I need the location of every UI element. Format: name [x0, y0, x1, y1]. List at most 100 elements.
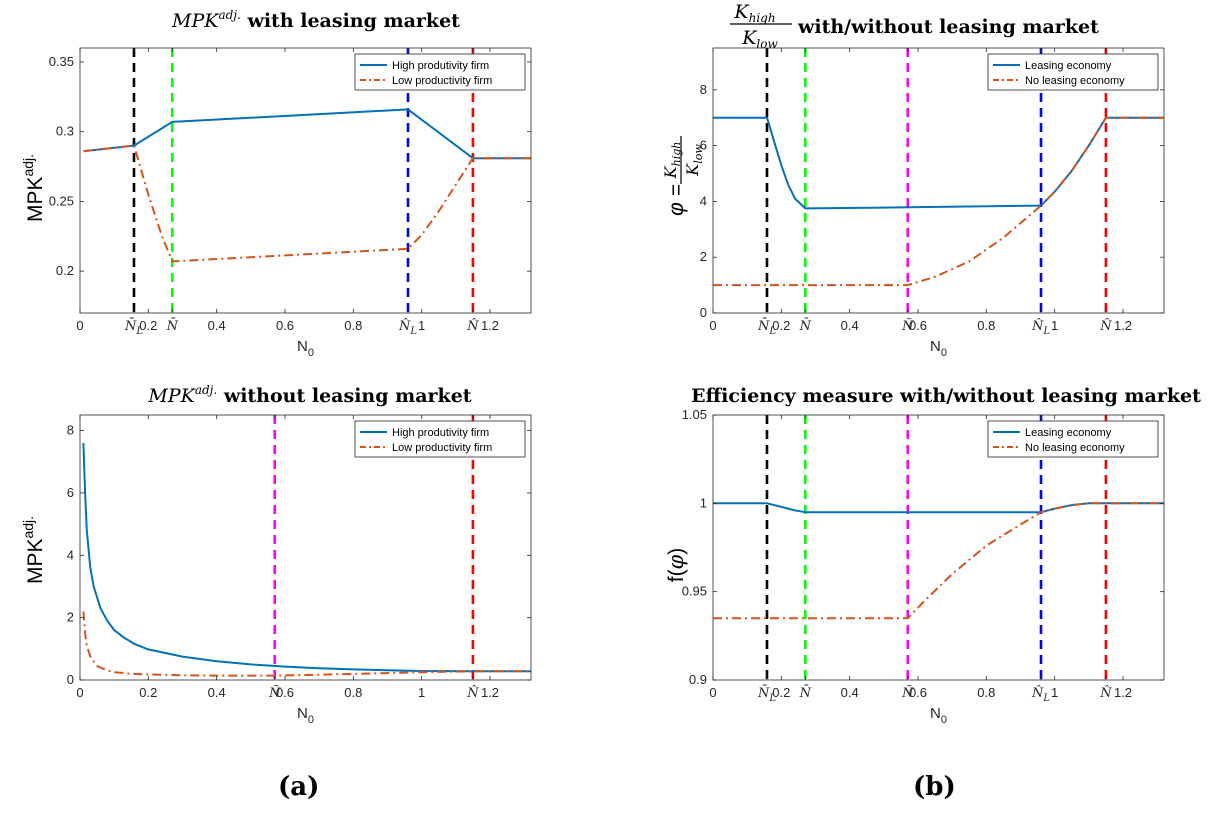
x-tick-label: N̄	[799, 685, 812, 701]
x-tick-label: Ñ	[901, 318, 914, 334]
x-tick-label: 0.4	[841, 318, 859, 333]
x-tick-label: 0.6	[909, 318, 927, 333]
plot-frame	[712, 414, 1165, 681]
y-tick-label: 6	[67, 485, 74, 500]
svg-text:Khigh: Khigh	[733, 1, 775, 25]
x-tick-label: 0.8	[344, 318, 362, 333]
legend-entry: High produtivity firm	[392, 427, 489, 439]
x-axis-label: N0	[930, 338, 947, 359]
x-tick-label: 0.6	[276, 318, 294, 333]
x-tick-label: 0	[709, 685, 716, 700]
series-line-1	[83, 108, 531, 160]
y-axis-label: MPKadj.	[20, 154, 47, 222]
x-tick-label: 1.2	[1114, 685, 1132, 700]
svg-text:φ =: φ =	[665, 184, 688, 216]
x-tick-label: 0	[76, 318, 83, 333]
x-tick-label: 0.4	[208, 685, 226, 700]
legend-entry: Leasing economy	[1025, 427, 1112, 439]
svg-text:Khigh: Khigh	[661, 142, 683, 180]
x-tick-label: N̂	[1099, 318, 1112, 334]
y-tick-label: 0	[700, 305, 707, 320]
y-axis-label: φ = Khigh Klow	[661, 136, 705, 216]
x-tick-label: N̂L	[1031, 685, 1050, 704]
series-line-2	[713, 116, 1164, 287]
x-tick-label: N̄	[166, 318, 179, 334]
x-tick-label: 0	[76, 685, 83, 700]
chart-title: Efficiency measure with/without leasing …	[691, 385, 1201, 407]
x-tick-label: 1	[418, 318, 425, 333]
y-tick-label: 8	[700, 82, 707, 97]
legend-entry: No leasing economy	[1025, 75, 1125, 87]
x-tick-label: 1.2	[481, 685, 499, 700]
x-tick-label: 1	[1051, 685, 1058, 700]
x-tick-label: 0.6	[276, 685, 294, 700]
y-tick-label: 0.35	[49, 54, 74, 69]
y-tick-label: 4	[67, 547, 74, 562]
series-line-1	[713, 502, 1164, 514]
x-tick-label: N̂	[466, 685, 479, 701]
legend-entry: High produtivity firm	[392, 60, 489, 72]
y-tick-label: 1.05	[682, 407, 707, 422]
y-axis-label: MPKadj.	[20, 516, 47, 584]
x-tick-label: 0.8	[344, 685, 362, 700]
x-tick-label: N̂L	[1031, 318, 1050, 337]
series-line-2	[82, 611, 531, 677]
x-tick-label: 0.4	[208, 318, 226, 333]
x-tick-label: 1	[418, 685, 425, 700]
plot-frame	[79, 414, 532, 681]
y-tick-label: 8	[67, 423, 74, 438]
y-tick-label: 4	[700, 193, 707, 208]
x-tick-label: 0.8	[977, 318, 995, 333]
x-tick-label: 0.4	[841, 685, 859, 700]
x-tick-label: 1	[1051, 318, 1058, 333]
x-tick-label: 0.2	[139, 318, 157, 333]
y-tick-label: 0.9	[689, 672, 707, 687]
x-tick-label: 0.8	[977, 685, 995, 700]
legend-box	[987, 420, 1159, 458]
series-line-2	[713, 502, 1164, 620]
x-tick-label: 0.2	[139, 685, 157, 700]
y-tick-label: 2	[67, 610, 74, 625]
y-tick-label: 1	[700, 495, 707, 510]
svg-text:Klow: Klow	[741, 27, 778, 51]
x-axis-label: N0	[930, 705, 947, 726]
x-tick-label: 0.6	[909, 685, 927, 700]
plot-frame	[79, 47, 532, 314]
legend-entry: No leasing economy	[1025, 442, 1125, 454]
x-tick-label: N̂	[466, 318, 479, 334]
x-tick-label: 1.2	[1114, 318, 1132, 333]
chart-title: MPKadj. with leasing market	[171, 8, 460, 32]
x-tick-label: 0.2	[772, 685, 790, 700]
x-tick-label: N̂	[1099, 685, 1112, 701]
x-axis-label: N0	[297, 338, 314, 359]
series-line-2	[83, 144, 531, 263]
y-tick-label: 0.95	[682, 584, 707, 599]
chart-mpk-with-leasing: MPKadj. with leasing market MPKadj. 0.2 0…	[20, 8, 532, 359]
chart-title: Khigh Klow with/without leasing market	[730, 1, 1099, 51]
x-axis-label: N0	[297, 705, 314, 726]
y-axis-label: f(φ)	[664, 548, 688, 583]
x-tick-label: Ñ	[901, 685, 914, 701]
chart-efficiency-measure: Efficiency measure with/without leasing …	[664, 385, 1201, 726]
y-tick-label: 0.3	[56, 124, 74, 139]
chart-title: MPKadj. without leasing market	[147, 383, 471, 407]
x-tick-label: N̄	[799, 318, 812, 334]
legend-entry: Low productivity firm	[392, 75, 492, 87]
y-tick-label: 2	[700, 249, 707, 264]
chart-mpk-without-leasing: MPKadj. without leasing market MPKadj. 0…	[20, 383, 532, 726]
y-tick-label: 0.2	[56, 263, 74, 278]
x-tick-label: N̂L	[398, 318, 417, 337]
legend-box	[354, 420, 526, 458]
y-tick-label: 0	[67, 672, 74, 687]
svg-text:with/without leasing market: with/without leasing market	[797, 16, 1099, 38]
panel-caption-b: (b)	[913, 772, 956, 802]
legend-box	[354, 53, 526, 91]
x-tick-label: 1.2	[481, 318, 499, 333]
chart-capital-ratio: Khigh Klow with/without leasing market φ…	[661, 1, 1165, 359]
y-tick-label: 6	[700, 138, 707, 153]
plot-frame	[712, 47, 1165, 314]
y-tick-label: 0.25	[49, 193, 74, 208]
x-tick-label: 0.2	[772, 318, 790, 333]
x-tick-label: 0	[709, 318, 716, 333]
